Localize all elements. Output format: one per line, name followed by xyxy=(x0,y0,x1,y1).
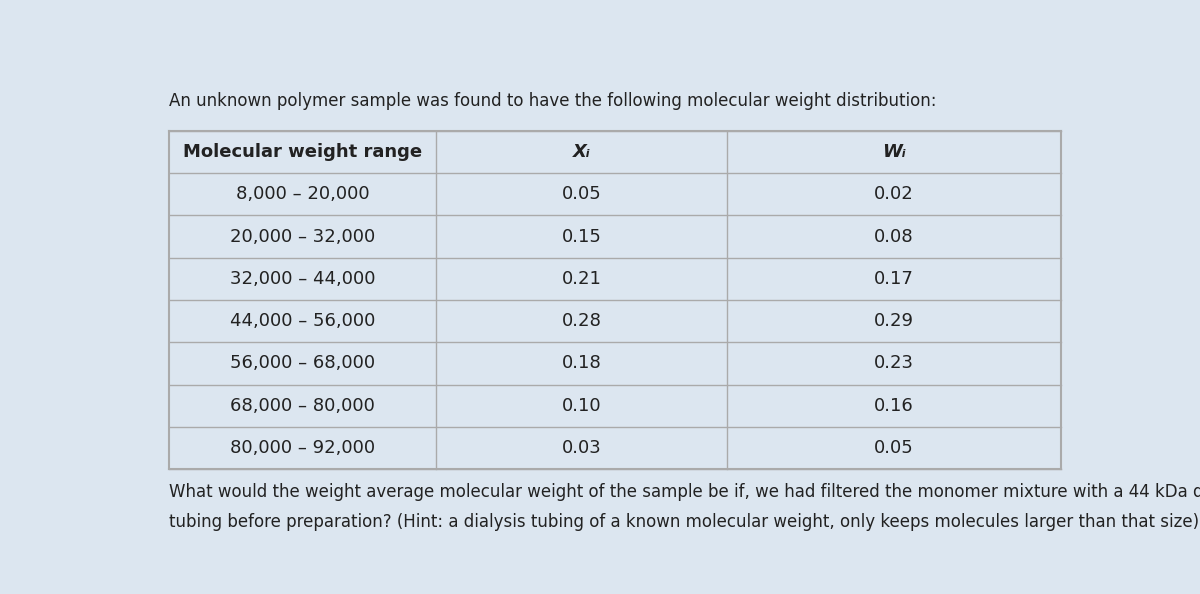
Text: tubing before preparation? (Hint: a dialysis tubing of a known molecular weight,: tubing before preparation? (Hint: a dial… xyxy=(168,513,1199,530)
Text: What would the weight average molecular weight of the sample be if, we had filte: What would the weight average molecular … xyxy=(168,483,1200,501)
Text: 44,000 – 56,000: 44,000 – 56,000 xyxy=(230,312,376,330)
Bar xyxy=(168,131,1061,469)
Text: Xᵢ: Xᵢ xyxy=(572,143,590,161)
Text: 0.03: 0.03 xyxy=(562,439,601,457)
Text: 68,000 – 80,000: 68,000 – 80,000 xyxy=(230,397,374,415)
Text: 0.16: 0.16 xyxy=(874,397,914,415)
Text: Molecular weight range: Molecular weight range xyxy=(182,143,422,161)
Text: An unknown polymer sample was found to have the following molecular weight distr: An unknown polymer sample was found to h… xyxy=(168,92,936,110)
Text: 0.05: 0.05 xyxy=(562,185,601,203)
Text: 0.23: 0.23 xyxy=(874,355,914,372)
Text: 0.21: 0.21 xyxy=(562,270,601,288)
Text: 0.29: 0.29 xyxy=(874,312,914,330)
Text: 0.08: 0.08 xyxy=(874,228,914,245)
Text: 20,000 – 32,000: 20,000 – 32,000 xyxy=(230,228,376,245)
Text: 0.10: 0.10 xyxy=(562,397,601,415)
Text: 80,000 – 92,000: 80,000 – 92,000 xyxy=(230,439,376,457)
Text: 32,000 – 44,000: 32,000 – 44,000 xyxy=(229,270,376,288)
Text: 0.15: 0.15 xyxy=(562,228,601,245)
Text: 56,000 – 68,000: 56,000 – 68,000 xyxy=(230,355,376,372)
Text: 0.17: 0.17 xyxy=(874,270,914,288)
Text: 0.05: 0.05 xyxy=(874,439,914,457)
Text: 0.18: 0.18 xyxy=(562,355,601,372)
Text: 0.28: 0.28 xyxy=(562,312,601,330)
Text: 8,000 – 20,000: 8,000 – 20,000 xyxy=(235,185,370,203)
Text: Wᵢ: Wᵢ xyxy=(882,143,906,161)
Text: 0.02: 0.02 xyxy=(874,185,914,203)
